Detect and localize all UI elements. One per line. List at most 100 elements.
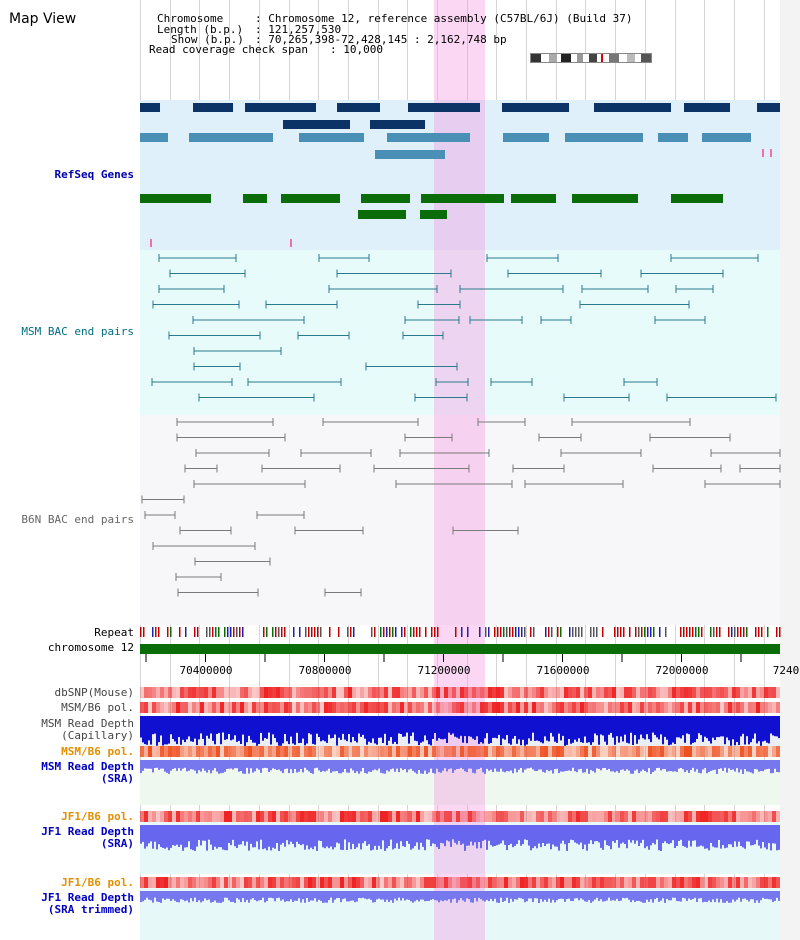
msm-depth-bar [656, 716, 658, 738]
msm-depth-bar [528, 716, 530, 739]
msm-depth-bar [626, 716, 628, 743]
jf1-depth-bar [674, 825, 676, 848]
jf1-depth-bar [224, 825, 226, 851]
msm-depth-bar [592, 716, 594, 743]
jf1-trim-depth-bar [728, 891, 730, 903]
msm-sra-depth-bar [490, 760, 492, 770]
jf1-pol-cell [204, 811, 208, 822]
msm-depth-bar [502, 716, 504, 739]
msm-depth-bar [664, 716, 666, 737]
jf1-pol-cell [384, 811, 388, 822]
dbsnp-cell [680, 687, 684, 698]
jf1-pol-cell [680, 811, 684, 822]
msm-depth-bar [258, 716, 260, 744]
msm-sra-depth-bar [170, 760, 172, 771]
dbsnp-cell [248, 687, 252, 698]
jf1-pol2-cell [296, 877, 300, 888]
msm-sra-depth-bar [260, 760, 262, 773]
msm-sra-depth-bar [432, 760, 434, 773]
msm-sra-depth-bar [610, 760, 612, 772]
jf1-trim-depth-bar [612, 891, 614, 901]
jf1-depth-bar [760, 825, 762, 849]
msm-read-depth-label: MSM Read Depth [41, 717, 134, 730]
dbsnp-cell [776, 687, 780, 698]
msm-depth-bar [464, 716, 466, 737]
msm-pol-sra-cell [420, 746, 424, 757]
msm-sra-depth-bar [676, 760, 678, 772]
msm-depth-bar [266, 716, 268, 739]
msm-sra-depth-bar [744, 760, 746, 770]
jf1-depth-bar [448, 825, 450, 842]
jf1-depth-bar [510, 825, 512, 844]
msm-pol-cell [200, 702, 204, 713]
jf1-pol-cell [748, 811, 752, 822]
jf1-trim-depth-bar [714, 891, 716, 903]
jf1-pol-cell [276, 811, 280, 822]
msm-depth-bar [506, 716, 508, 736]
jf1-trim-depth-bar [540, 891, 542, 900]
msm-depth-bar [466, 716, 468, 744]
msm-sra-depth-bar [612, 760, 614, 772]
jf1-depth-bar [326, 825, 328, 847]
msm-sra-depth-bar [758, 760, 760, 772]
msm-pol-sra-cell [736, 746, 740, 757]
gene-exon-block [594, 103, 671, 112]
jf1-depth-bar [334, 825, 336, 848]
jf1-trim-depth-bar [598, 891, 600, 901]
jf1-pol-cell [396, 811, 400, 822]
jf1-trim-depth-bar [170, 891, 172, 901]
jf1-pol2-cell [580, 877, 584, 888]
jf1-trim-depth-bar [762, 891, 764, 898]
jf1-depth-bar [740, 825, 742, 846]
jf1-pol2-cell [156, 877, 160, 888]
chromosome-ideogram[interactable] [530, 53, 652, 63]
jf1-trim-depth-bar [340, 891, 342, 903]
msm-pol-sra-cell [480, 746, 484, 757]
msm-pol-cell [196, 702, 200, 713]
jf1-trim-depth-bar [402, 891, 404, 899]
jf1-depth-bar [150, 825, 152, 842]
jf1-pol2-cell [140, 877, 144, 888]
dbsnp-cell [648, 687, 652, 698]
msm-sra-depth-bar [332, 760, 334, 772]
repeat-mark [710, 627, 712, 637]
msm-pol-sra-cell [540, 746, 544, 757]
msm-pol-cell [764, 702, 768, 713]
jf1-trim-depth-bar [772, 891, 774, 902]
jf1-depth-bar [194, 825, 196, 851]
msm-pol-cell [284, 702, 288, 713]
jf1-depth-bar [348, 825, 350, 843]
msm-depth-bar [292, 716, 294, 744]
msm-pol-sra-cell [444, 746, 448, 757]
msm-pol-sra-cell [236, 746, 240, 757]
repeat-mark [614, 627, 616, 637]
jf1-depth-bar [322, 825, 324, 848]
jf1-trim-depth-bar [436, 891, 438, 901]
repeat-mark [515, 627, 517, 637]
jf1-pol-cell [648, 811, 652, 822]
jf1-trim-depth-bar [696, 891, 698, 902]
msm-pol-sra-cell [532, 746, 536, 757]
jf1-depth-bar [154, 825, 156, 842]
jf1-trim-depth-bar [328, 891, 330, 901]
jf1-trim-depth-bar [440, 891, 442, 901]
msm-depth-bar [164, 716, 166, 745]
jf1-pol2-cell [736, 877, 740, 888]
jf1-depth-bar [282, 825, 284, 843]
msm-sra-depth-bar [776, 760, 778, 772]
jf1-depth-bar [264, 825, 266, 849]
msm-depth-bar [688, 716, 690, 735]
dbsnp-cell [508, 687, 512, 698]
jf1-depth-bar [750, 825, 752, 846]
msm-pol-cell [776, 702, 780, 713]
msm-sra-depth-bar [638, 760, 640, 774]
jf1-depth-bar [608, 825, 610, 846]
jf1-depth-bar [342, 825, 344, 850]
jf1-depth-bar [696, 825, 698, 847]
jf1-trim-depth-bar [324, 891, 326, 903]
jf1-pol2-cell [328, 877, 332, 888]
msm-depth-bar [218, 716, 220, 733]
jf1-trim-depth-bar [298, 891, 300, 899]
jf1-pol-cell [672, 811, 676, 822]
